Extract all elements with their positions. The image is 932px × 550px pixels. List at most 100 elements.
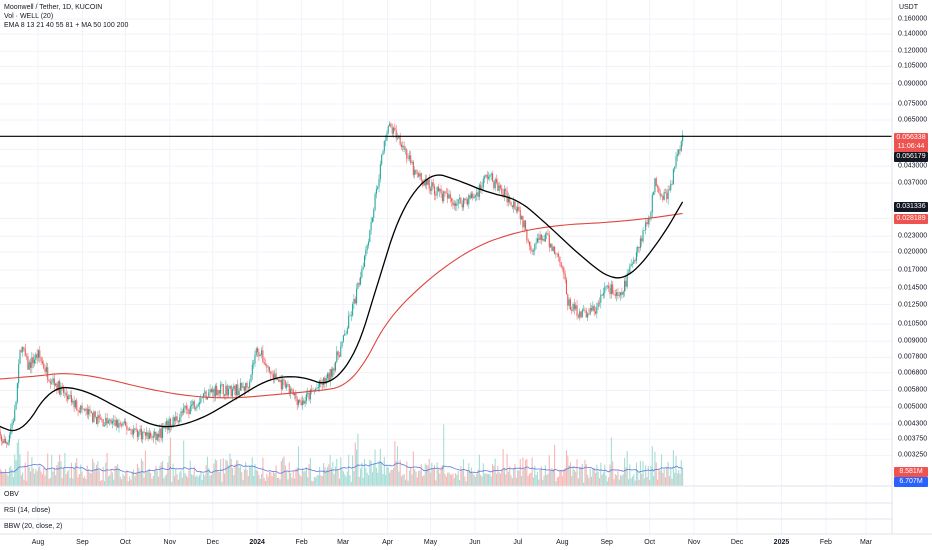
candle-body bbox=[528, 241, 531, 246]
volume-bar bbox=[239, 465, 241, 486]
candle-body bbox=[441, 193, 443, 202]
volume-bar bbox=[373, 463, 375, 486]
volume-bar bbox=[551, 467, 553, 486]
volume-bar bbox=[177, 479, 179, 486]
price-tick-label: 0.043000 bbox=[898, 162, 928, 170]
bbw-pane-label[interactable]: BBW (20, close, 2) bbox=[4, 523, 63, 530]
price-tick-label: 0.007800 bbox=[898, 353, 928, 361]
candle-body bbox=[195, 408, 197, 409]
candle-body bbox=[90, 411, 92, 413]
candle-body bbox=[334, 362, 337, 371]
volume-bar bbox=[224, 473, 226, 486]
volume-bar bbox=[264, 480, 267, 486]
candle-body bbox=[97, 415, 99, 424]
volume-bar bbox=[515, 477, 517, 486]
volume-bar bbox=[643, 478, 645, 486]
volume-bar bbox=[278, 477, 280, 486]
volume-bar bbox=[221, 481, 223, 486]
candle-body bbox=[621, 292, 623, 295]
candle-body bbox=[317, 387, 319, 389]
time-tick-label: 2024 bbox=[249, 539, 265, 546]
volume-bar bbox=[102, 466, 104, 486]
price-tick-label: 0.090000 bbox=[898, 80, 928, 88]
candle-body bbox=[411, 161, 413, 163]
volume-bar bbox=[670, 467, 672, 486]
volume-bar bbox=[77, 477, 79, 486]
candle-body bbox=[188, 409, 190, 415]
candle-body bbox=[319, 380, 321, 388]
volume-bar bbox=[33, 473, 36, 486]
volume-bar bbox=[216, 460, 218, 486]
volume-bar bbox=[304, 470, 306, 486]
candle-body bbox=[113, 420, 115, 422]
candle-body bbox=[608, 285, 610, 289]
candle-body bbox=[594, 311, 597, 314]
volume-bar bbox=[173, 475, 175, 486]
candle-body bbox=[278, 379, 280, 382]
volume-bar bbox=[365, 467, 367, 486]
candle-body bbox=[122, 422, 124, 426]
candle-body bbox=[43, 363, 45, 369]
candle-body bbox=[328, 373, 330, 382]
candle-body bbox=[519, 210, 521, 220]
volume-bar bbox=[94, 468, 96, 486]
volume-value-tag: 8.581M bbox=[894, 467, 928, 477]
volume-bar bbox=[101, 479, 103, 486]
price-tick-label: 0.037000 bbox=[898, 179, 928, 187]
candle-body bbox=[580, 311, 582, 318]
candle-body bbox=[551, 244, 553, 251]
volume-bar bbox=[664, 477, 667, 486]
candle-body bbox=[12, 421, 14, 423]
candle-body bbox=[468, 195, 470, 205]
time-tick-label: Nov bbox=[163, 539, 177, 546]
volume-bar bbox=[645, 465, 647, 486]
rsi-pane-label[interactable]: RSI (14, close) bbox=[4, 507, 51, 514]
volume-bar bbox=[624, 457, 626, 486]
candle-body bbox=[659, 193, 661, 197]
candle-body bbox=[469, 195, 471, 199]
volume-legend[interactable]: Vol · WELL (20) bbox=[4, 13, 54, 20]
volume-bar bbox=[338, 478, 340, 486]
candle-body bbox=[92, 412, 94, 422]
volume-bar bbox=[513, 468, 515, 486]
candle-body bbox=[220, 384, 222, 394]
volume-bar bbox=[437, 469, 439, 486]
volume-bar bbox=[258, 475, 260, 486]
candle-body bbox=[448, 194, 450, 199]
volume-bar bbox=[353, 471, 355, 486]
volume-bar bbox=[294, 478, 296, 486]
candle-body bbox=[72, 400, 74, 403]
price-tick-label: 0.014500 bbox=[898, 284, 928, 292]
volume-bar bbox=[344, 474, 346, 486]
candle-body bbox=[81, 405, 83, 410]
candle-body bbox=[14, 409, 16, 422]
candle-body bbox=[472, 193, 474, 199]
volume-bar bbox=[675, 455, 677, 486]
candle-body bbox=[37, 350, 40, 358]
candle-body bbox=[540, 234, 542, 240]
candle-body bbox=[32, 357, 34, 364]
volume-bar bbox=[402, 474, 404, 486]
volume-bar bbox=[121, 479, 123, 486]
volume-bar bbox=[559, 470, 561, 486]
ema-legend[interactable]: EMA 8 13 21 40 55 81 + MA 50 100 200 bbox=[4, 22, 129, 29]
volume-bar bbox=[218, 472, 220, 486]
candle-body bbox=[98, 415, 100, 419]
candle-body bbox=[427, 179, 429, 185]
volume-bar bbox=[164, 475, 166, 486]
volume-bar bbox=[3, 473, 5, 486]
candle-body bbox=[382, 151, 384, 155]
candle-body bbox=[536, 238, 538, 243]
volume-bar bbox=[484, 473, 486, 486]
symbol-legend: Moonwell / Tether, 1D, KUCOIN bbox=[4, 4, 103, 11]
candle-body bbox=[20, 350, 22, 352]
volume-bar bbox=[588, 477, 590, 486]
candle-body bbox=[431, 182, 433, 191]
obv-pane-label[interactable]: OBV bbox=[4, 491, 19, 498]
volume-bar bbox=[118, 468, 120, 486]
candle-body bbox=[591, 308, 593, 311]
candle-body bbox=[171, 426, 173, 428]
candle-body bbox=[315, 388, 317, 391]
volume-bar bbox=[358, 476, 360, 486]
